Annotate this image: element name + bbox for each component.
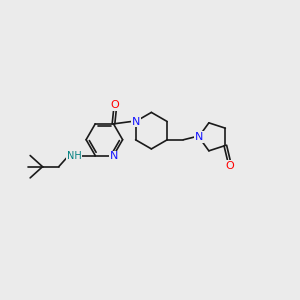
Text: N: N	[194, 132, 203, 142]
Text: NH: NH	[67, 151, 81, 160]
Text: O: O	[111, 100, 119, 110]
Text: N: N	[110, 152, 118, 161]
Text: N: N	[131, 116, 140, 127]
Text: O: O	[225, 160, 234, 170]
